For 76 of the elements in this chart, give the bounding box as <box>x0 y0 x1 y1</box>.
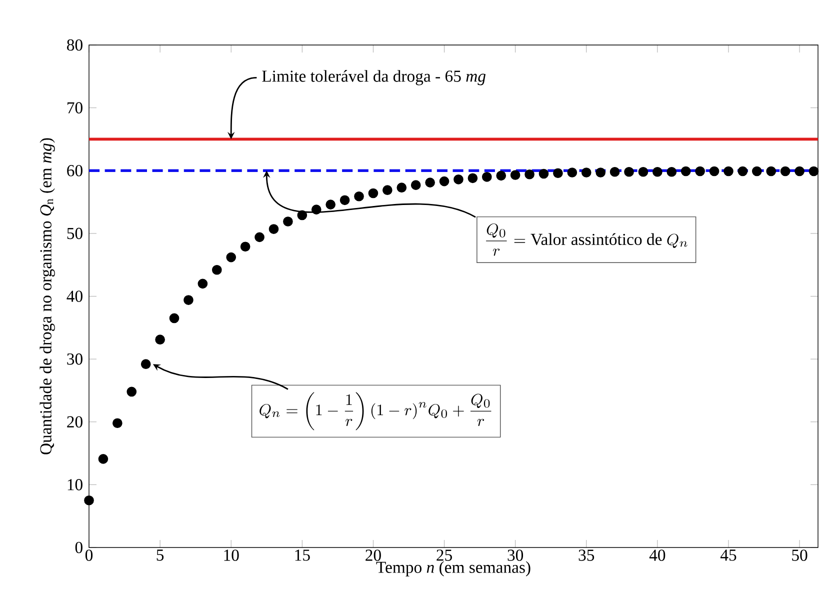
point <box>240 242 250 252</box>
point <box>283 216 293 226</box>
y-tick-label: 70 <box>67 102 82 114</box>
point <box>340 195 350 206</box>
y-tick-label: 50 <box>67 228 82 240</box>
point <box>468 173 478 184</box>
point <box>84 495 94 506</box>
point <box>410 180 421 190</box>
y-tick-label: 30 <box>67 353 82 365</box>
point <box>766 166 776 176</box>
annotation: Limite tolerável da droga - 65 mg <box>262 70 486 86</box>
point <box>425 178 435 188</box>
point <box>695 166 705 176</box>
point <box>666 166 677 177</box>
point <box>368 188 378 198</box>
point <box>624 166 634 177</box>
point <box>212 264 222 275</box>
point <box>709 166 720 176</box>
y-axis-title: Quantidade de droga no organismo Q$_{n}$ (em mg) <box>40 138 55 454</box>
y-tick-label: 20 <box>67 416 82 428</box>
y-tick-label: 0 <box>75 542 82 554</box>
point <box>680 166 691 176</box>
annotation: $\frac{Q_0}{r} = \text{Valor assintótico de } Q_n$ <box>486 223 688 256</box>
point <box>510 170 520 180</box>
point <box>794 166 804 176</box>
point <box>752 166 762 176</box>
x-tick-label: 0 <box>85 550 93 561</box>
point <box>538 168 549 179</box>
point <box>567 168 578 178</box>
point <box>155 334 165 345</box>
point <box>610 166 620 177</box>
y-tick-label: 10 <box>68 479 82 490</box>
point <box>140 359 151 370</box>
point <box>297 210 308 220</box>
point <box>652 166 662 177</box>
y-tick-label: 40 <box>66 290 82 302</box>
point <box>638 166 648 177</box>
x-tick-label: 30 <box>508 550 524 561</box>
point <box>198 278 208 289</box>
point <box>326 200 336 210</box>
point <box>596 168 606 178</box>
x-tick-label: 5 <box>156 550 164 561</box>
x-axis-title: Tempo n (em semanas) <box>376 561 530 576</box>
point <box>254 232 264 242</box>
point <box>311 204 322 214</box>
point <box>354 191 364 202</box>
point <box>126 386 137 397</box>
annotation: $Q_n = \left(1 - \frac{1}{r}\right)(1-r)^n Q_0 + \frac{Q_0}{r}$ <box>260 392 492 430</box>
x-tick-label: 50 <box>792 550 808 561</box>
x-tick-label: 25 <box>436 550 452 561</box>
point <box>169 313 180 324</box>
point <box>454 174 464 184</box>
point <box>112 418 122 428</box>
point <box>482 172 492 182</box>
x-tick-label: 45 <box>720 550 736 561</box>
point <box>396 182 407 193</box>
point <box>496 170 506 181</box>
point <box>226 252 236 262</box>
point <box>98 454 108 464</box>
x-tick-label: 40 <box>649 550 666 561</box>
y-tick-label: 60 <box>67 164 82 176</box>
point <box>382 185 392 196</box>
point <box>184 295 194 305</box>
x-tick-label: 35 <box>578 550 594 561</box>
point <box>581 168 592 178</box>
point <box>780 166 790 176</box>
x-tick-label: 10 <box>224 550 239 561</box>
x-tick-label: 15 <box>295 550 310 561</box>
x-tick-label: 20 <box>366 550 381 561</box>
point <box>524 169 534 180</box>
y-tick-label: 80 <box>67 39 82 51</box>
point <box>268 224 279 234</box>
point <box>439 176 450 186</box>
point <box>724 166 734 176</box>
point <box>553 168 563 178</box>
point <box>738 166 748 176</box>
